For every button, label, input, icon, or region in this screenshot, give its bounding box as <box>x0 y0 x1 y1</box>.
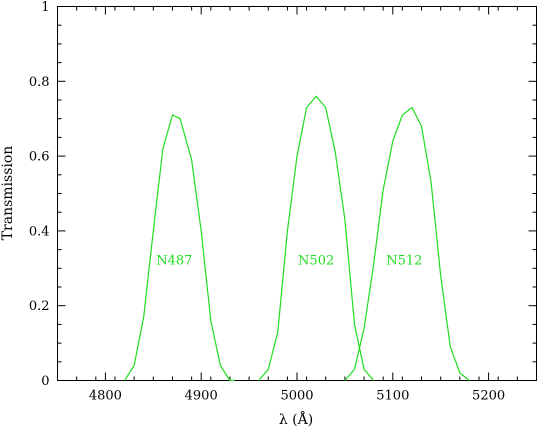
x-tick-label: 5200 <box>472 389 505 404</box>
y-axis-title: Transmission <box>0 146 16 241</box>
series-labels: N487 N502 N512 <box>156 254 422 269</box>
series-curves <box>124 95 470 382</box>
x-tick-label: 5000 <box>280 389 313 404</box>
series-line-n487 <box>124 114 235 382</box>
y-tick-label: 0.4 <box>29 224 50 239</box>
y-tick-label: 1 <box>41 0 49 15</box>
x-axis-title: λ (Å) <box>279 410 313 428</box>
x-tick-label: 5100 <box>376 389 409 404</box>
x-tick-label: 4800 <box>89 389 122 404</box>
series-line-n512 <box>344 106 470 381</box>
axis-ticks: 4800 4900 5000 5100 5200 0 0.2 0.4 0.6 0.8 1 <box>29 0 537 404</box>
y-tick-label: 0.2 <box>29 299 50 314</box>
x-tick-label: 4900 <box>185 389 218 404</box>
series-line-n502 <box>258 95 375 381</box>
series-label-n502: N502 <box>298 254 334 269</box>
plot-frame <box>57 6 537 381</box>
series-label-n512: N512 <box>386 254 422 269</box>
series-label-n487: N487 <box>156 254 192 269</box>
y-tick-label: 0 <box>41 374 49 389</box>
y-tick-label: 0.8 <box>29 75 50 90</box>
y-tick-label: 0.6 <box>29 150 50 165</box>
